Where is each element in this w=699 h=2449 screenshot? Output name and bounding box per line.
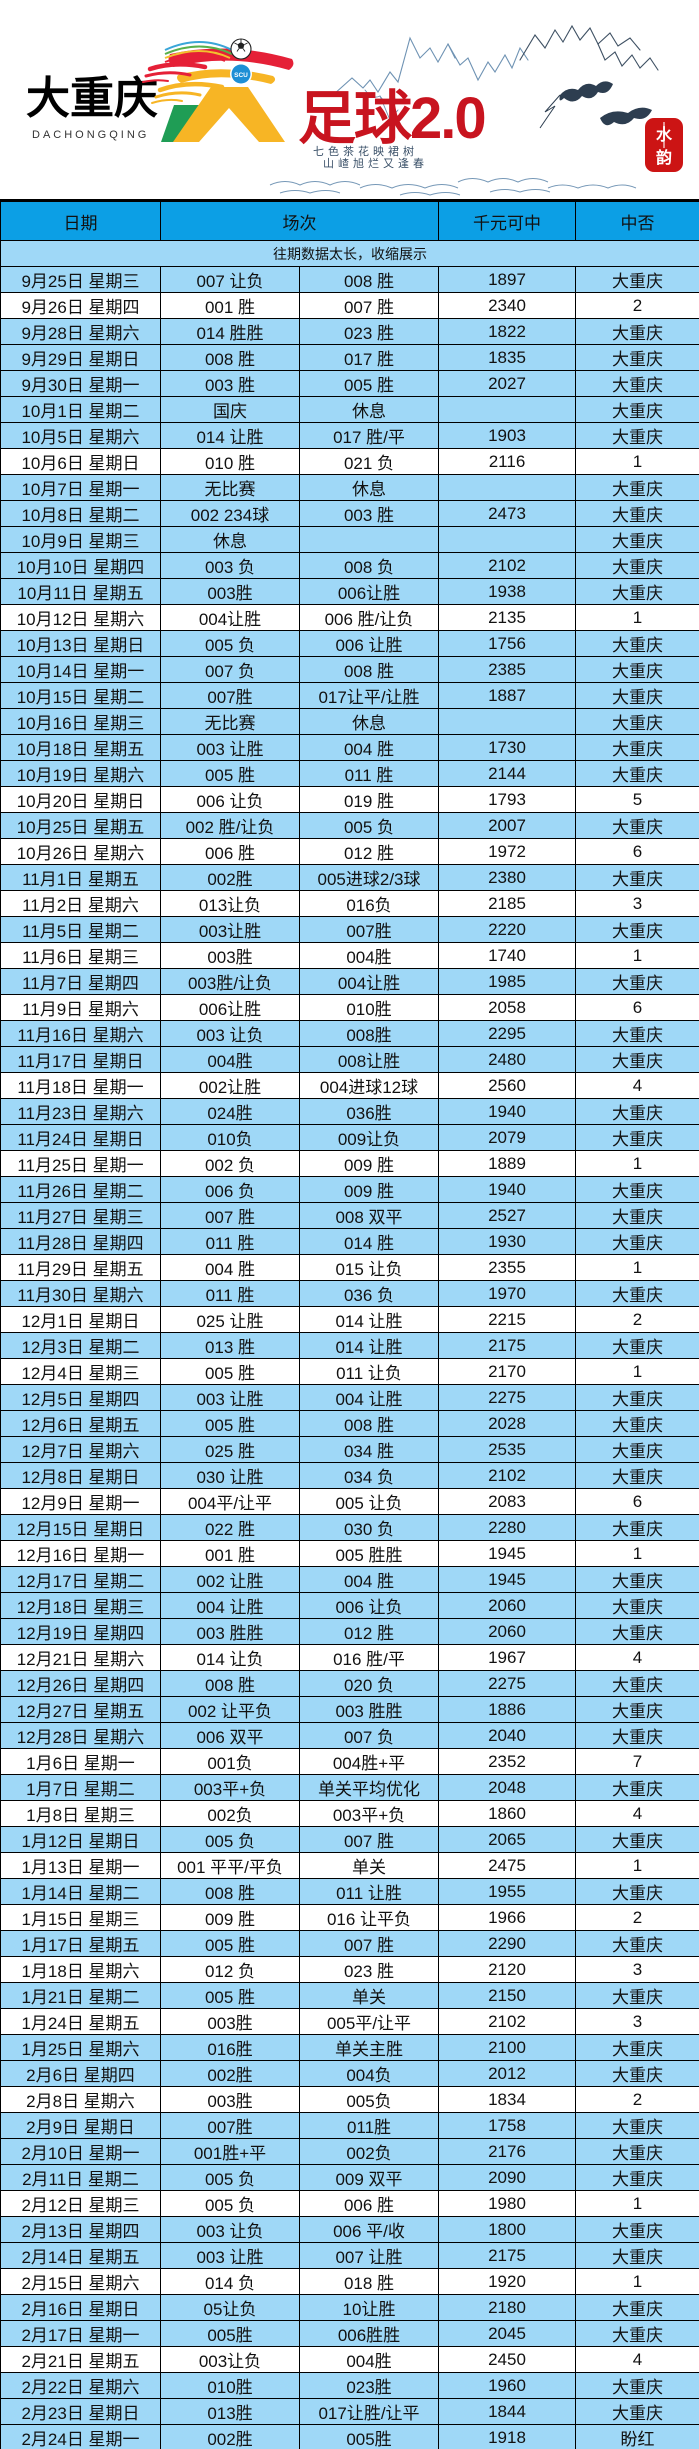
svg-text:七色茶花映裙树: 七色茶花映裙树	[313, 144, 418, 158]
svg-text:大重庆: 大重庆	[26, 74, 158, 123]
svg-text:SCU: SCU	[234, 72, 248, 79]
svg-text:山嵖旭烂又逢春: 山嵖旭烂又逢春	[323, 156, 428, 170]
svg-text:DACHONGQING: DACHONGQING	[32, 129, 149, 141]
svg-text:韵: 韵	[656, 148, 672, 167]
svg-text:水: 水	[656, 125, 673, 144]
svg-text:足球2.0: 足球2.0	[298, 86, 485, 151]
